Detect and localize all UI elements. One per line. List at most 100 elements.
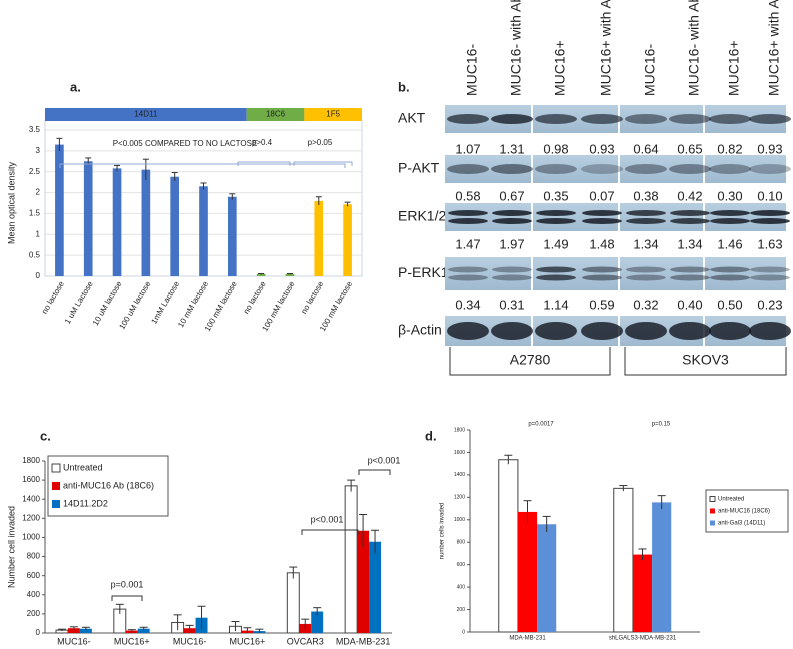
group-header-label: 1F5: [326, 110, 340, 119]
x-tick-label: 1 uM Lactose: [63, 279, 95, 326]
blot-band: [492, 210, 532, 216]
cell-line-bracket: [624, 347, 787, 376]
blot-strip: [705, 155, 786, 183]
blot-strip: [533, 155, 618, 183]
blot-band: [709, 164, 751, 174]
blot-band: [448, 266, 488, 273]
error-bar: [243, 627, 252, 634]
y-axis-label: Mean optical density: [6, 161, 16, 244]
x-tick-label: 10 mM lactose: [176, 279, 210, 329]
bar: [369, 541, 382, 633]
blot-band: [448, 210, 488, 216]
column-label: MUC16+: [726, 40, 742, 96]
group-header: [304, 108, 362, 121]
x-tick-label: 100 uM lactose: [117, 279, 152, 331]
bar: [498, 459, 519, 633]
x-tick-label: 100 mM lactose: [318, 279, 354, 333]
error-bar: [200, 182, 207, 190]
x-tick-label: MDA-MB-231: [509, 636, 546, 642]
cell-line-label: A2780: [510, 352, 551, 368]
y-tick-label: 400: [27, 590, 41, 599]
densitometry-value: 0.34: [455, 297, 480, 312]
blot-band: [581, 164, 623, 174]
error-bar: [347, 479, 356, 492]
blot-band: [626, 210, 666, 216]
blot-band: [582, 210, 622, 216]
annotation: P<0.005 COMPARED TO NO LACTOSE: [113, 139, 258, 148]
blot-band: [669, 114, 711, 124]
error-bar: [258, 272, 265, 275]
blot-band: [625, 164, 667, 174]
bar: [125, 630, 138, 633]
y-tick-label: 800: [457, 540, 466, 546]
error-bar: [173, 614, 182, 631]
densitometry-value: 0.40: [677, 297, 702, 312]
blot-band: [535, 164, 577, 174]
bar: [137, 628, 150, 633]
blot-band: [536, 210, 576, 216]
densitometry-value: 0.07: [589, 188, 614, 203]
error-bar: [69, 626, 78, 630]
blot-band: [710, 274, 750, 281]
blot-band: [626, 266, 666, 273]
x-tick-label: no lactose: [299, 279, 325, 316]
blot-band: [535, 322, 577, 340]
densitometry-value: 1.14: [543, 297, 568, 312]
blot-band: [536, 218, 576, 224]
legend-label: anti-MUC16 Ab (18C6): [63, 480, 154, 490]
blot-strip: [533, 203, 618, 231]
densitometry-value: 0.58: [455, 188, 480, 203]
blot-strip: [445, 257, 531, 290]
blot-band: [749, 164, 791, 174]
error-bar: [638, 548, 647, 561]
blot-band: [709, 114, 751, 124]
legend-box: [705, 489, 789, 533]
panel-label: c.: [40, 428, 51, 443]
y-tick-label: 600: [27, 571, 41, 580]
error-bar: [523, 500, 532, 524]
blot-band: [582, 266, 622, 273]
error-bar: [344, 201, 351, 207]
blot-band: [536, 266, 576, 273]
blot-strip: [620, 257, 703, 290]
y-axis-label: Number cell invaded: [6, 506, 16, 588]
densitometry-value: 0.82: [717, 141, 742, 156]
y-tick-label: 1600: [454, 450, 465, 456]
y-tick-label: 0: [462, 629, 465, 635]
row-label: ERK1/2: [398, 208, 446, 224]
y-tick-label: 200: [457, 607, 466, 613]
x-tick-label: 10 uM lactose: [91, 279, 124, 327]
panel-label: a.: [70, 79, 81, 94]
error-bar: [127, 629, 136, 632]
bar: [285, 273, 295, 276]
blot-band: [750, 274, 790, 281]
y-tick-label: 1.5: [29, 209, 41, 218]
y-tick-label: 1800: [454, 427, 465, 433]
y-tick-label: 0.5: [29, 250, 41, 259]
panel-label: d.: [425, 428, 437, 443]
blot-band: [709, 322, 751, 340]
bar: [517, 511, 538, 632]
densitometry-value: 0.42: [677, 188, 702, 203]
legend-swatch: [52, 482, 60, 490]
bar: [357, 530, 370, 633]
blot-band: [710, 266, 750, 273]
error-bar: [115, 603, 124, 614]
bar: [256, 273, 266, 276]
annotation: p=0.001: [111, 579, 144, 589]
blot-band: [749, 322, 791, 340]
error-bar: [197, 605, 206, 630]
error-bar: [359, 514, 368, 547]
y-tick-label: 1600: [22, 475, 40, 484]
legend-box: [47, 455, 169, 517]
blot-band: [750, 218, 790, 224]
blot-band: [710, 218, 750, 224]
densitometry-value: 0.23: [757, 297, 782, 312]
error-bar: [313, 607, 322, 616]
column-label: MUC16+ with Ab: [766, 0, 782, 96]
error-bar: [171, 172, 178, 181]
y-tick-label: 800: [27, 552, 41, 561]
error-bar: [371, 529, 380, 554]
blot-band: [625, 322, 667, 340]
y-tick-label: 600: [457, 562, 466, 568]
